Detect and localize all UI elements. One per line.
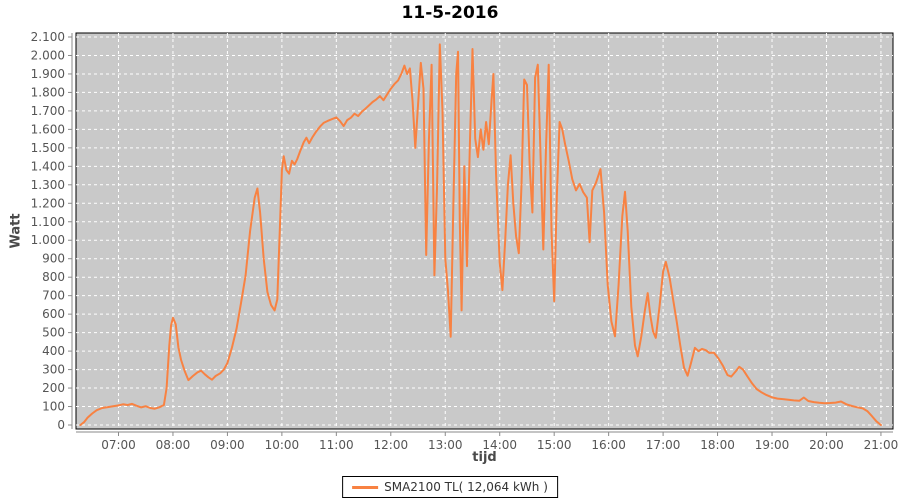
x-tick-label: 13:00 xyxy=(428,438,463,452)
y-tick-label: 1.300 xyxy=(31,178,65,192)
x-tick-label: 15:00 xyxy=(537,438,572,452)
x-tick-label: 16:00 xyxy=(591,438,626,452)
x-tick-label: 08:00 xyxy=(156,438,191,452)
x-tick-label: 14:00 xyxy=(482,438,517,452)
x-tick-label: 18:00 xyxy=(700,438,735,452)
y-tick-label: 1.100 xyxy=(31,215,65,229)
y-tick-label: 900 xyxy=(42,252,65,266)
y-tick-label: 300 xyxy=(42,363,65,377)
y-tick-label: 700 xyxy=(42,289,65,303)
legend-label: SMA2100 TL( 12,064 kWh ) xyxy=(384,480,548,494)
y-tick-label: 1.200 xyxy=(31,196,65,210)
y-tick-label: 500 xyxy=(42,326,65,340)
y-tick-label: 2.100 xyxy=(31,30,65,44)
x-tick-label: 09:00 xyxy=(210,438,245,452)
y-tick-label: 600 xyxy=(42,307,65,321)
x-tick-label: 12:00 xyxy=(374,438,409,452)
y-tick-label: 1.400 xyxy=(31,159,65,173)
x-tick-label: 11:00 xyxy=(319,438,354,452)
plot-area xyxy=(75,32,894,430)
x-tick-label: 07:00 xyxy=(101,438,136,452)
x-tick-label: 20:00 xyxy=(809,438,844,452)
y-tick-label: 1.900 xyxy=(31,67,65,81)
y-tick-label: 1.000 xyxy=(31,233,65,247)
x-tick-label: 21:00 xyxy=(864,438,899,452)
y-tick-label: 1.800 xyxy=(31,85,65,99)
x-axis-title: tijd xyxy=(472,450,497,465)
y-tick-label: 1.500 xyxy=(31,141,65,155)
y-tick-label: 400 xyxy=(42,344,65,358)
y-tick-label: 1.600 xyxy=(31,122,65,136)
y-axis-title: Watt xyxy=(8,213,24,249)
x-tick-label: 19:00 xyxy=(755,438,790,452)
x-tick-label: 10:00 xyxy=(265,438,300,452)
chart-title: 11-5-2016 xyxy=(401,3,499,23)
y-tick-label: 800 xyxy=(42,270,65,284)
y-tick-label: 1.700 xyxy=(31,104,65,118)
y-tick-label: 100 xyxy=(42,400,65,414)
y-tick-label: 0 xyxy=(57,418,65,432)
y-tick-label: 200 xyxy=(42,381,65,395)
y-tick-label: 2.000 xyxy=(31,48,65,62)
x-tick-label: 17:00 xyxy=(646,438,681,452)
legend-box: SMA2100 TL( 12,064 kWh ) xyxy=(342,476,558,498)
series-line xyxy=(79,43,882,426)
legend-line-swatch xyxy=(352,485,379,489)
